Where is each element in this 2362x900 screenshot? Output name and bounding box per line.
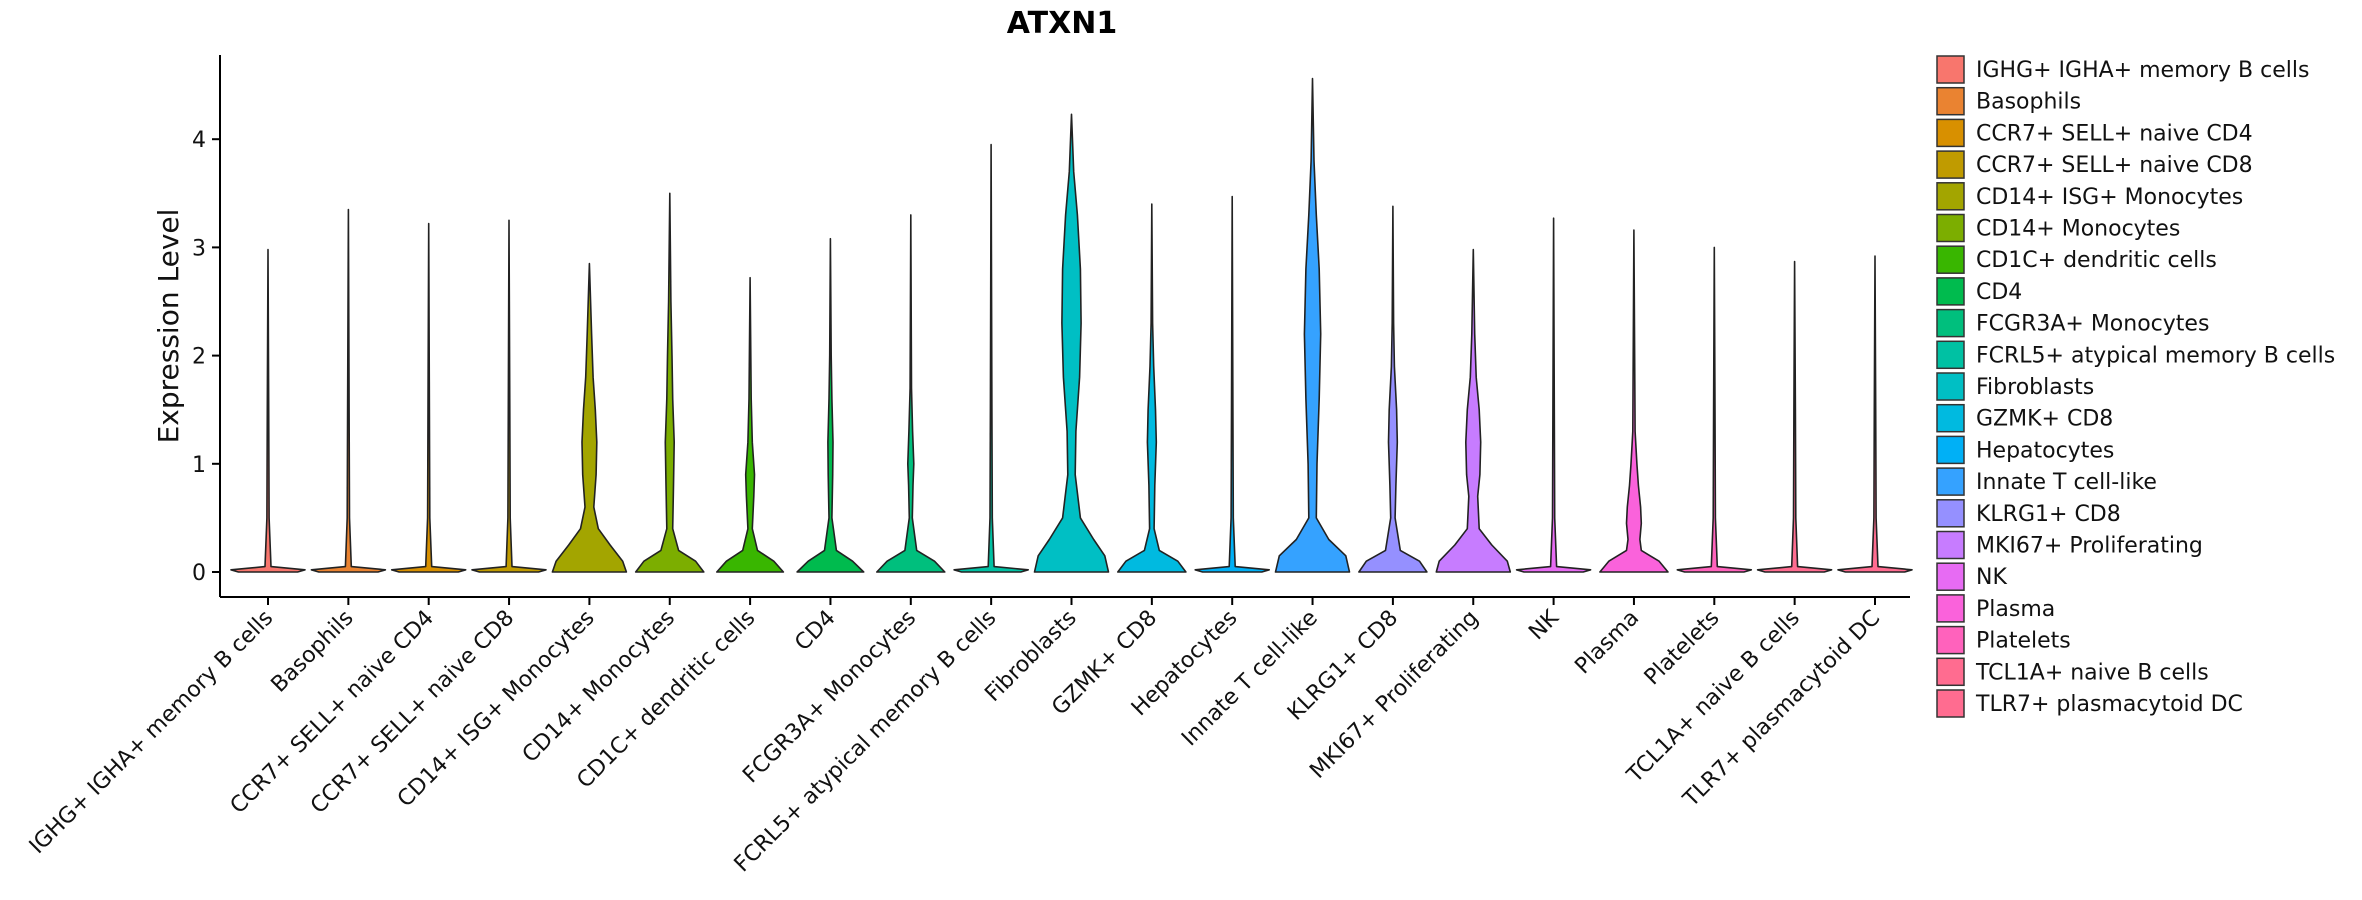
legend-label: Innate T cell-like: [1976, 470, 2157, 495]
legend-swatch: [1936, 435, 1965, 465]
legend-label: GZMK+ CD8: [1976, 407, 2113, 432]
legend-label: IGHG+ IGHA+ memory B cells: [1976, 58, 2309, 83]
legend-label: KLRG1+ CD8: [1976, 502, 2121, 527]
legend-swatch: [1936, 308, 1965, 338]
x-tick-label: CD4: [790, 606, 840, 656]
legend-swatch: [1936, 403, 1965, 433]
x-tick-label: Platelets: [1640, 606, 1725, 691]
y-tick-label: 2: [192, 345, 206, 370]
legend-swatch: [1936, 118, 1965, 148]
legend-swatch: [1936, 213, 1965, 243]
legend-swatch: [1936, 625, 1965, 655]
legend: IGHG+ IGHA+ memory B cells Basophils CCR7+…: [1936, 55, 2335, 718]
violin-7: [796, 237, 865, 573]
y-tick-label: 1: [192, 453, 206, 478]
legend-label: CCR7+ SELL+ naive CD8: [1976, 153, 2253, 178]
legend-label: Hepatocytes: [1976, 438, 2114, 463]
x-tick-label: Plasma: [1570, 606, 1644, 680]
violin-6: [716, 276, 785, 573]
legend-swatch: [1936, 150, 1965, 179]
violin-5: [634, 192, 705, 573]
x-tick-label: MKI67+ Proliferating: [1305, 606, 1483, 784]
violin-12: [1194, 195, 1270, 573]
legend-swatch: [1936, 340, 1965, 370]
violin-8: [876, 214, 946, 573]
violin-0: [230, 248, 306, 573]
x-tick-label: NK: [1524, 605, 1564, 645]
violin-10: [1033, 113, 1110, 573]
violin-2: [390, 222, 467, 573]
legend-label: Platelets: [1976, 629, 2071, 654]
legend-label: CD1C+ dendritic cells: [1976, 248, 2217, 273]
legend-label: FCGR3A+ Monocytes: [1976, 312, 2209, 337]
legend-swatch: [1936, 182, 1965, 211]
legend-label: CD14+ Monocytes: [1976, 217, 2180, 242]
legend-swatch: [1936, 499, 1965, 528]
violin-18: [1676, 246, 1753, 573]
legend-label: CD14+ ISG+ Monocytes: [1976, 185, 2243, 210]
y-tick-label: 4: [192, 128, 206, 153]
y-ticks: 0 1 2 3 4: [192, 128, 220, 586]
legend-label: Plasma: [1976, 597, 2055, 622]
legend-swatch: [1936, 689, 1965, 718]
violin-1: [310, 208, 387, 573]
legend-label: MKI67+ Proliferating: [1976, 534, 2203, 559]
legend-swatch: [1936, 594, 1965, 623]
violin-4: [551, 262, 628, 573]
violin-17: [1599, 229, 1669, 573]
violin-15: [1435, 248, 1512, 573]
legend-swatch: [1936, 372, 1965, 401]
violin-14: [1358, 205, 1428, 573]
legend-label: TLR7+ plasmacytoid DC: [1975, 692, 2243, 717]
y-axis-label: Expression Level: [152, 209, 185, 444]
x-tick-label: CD14+ Monocytes: [518, 606, 680, 768]
legend-label: TCL1A+ naive B cells: [1975, 660, 2209, 685]
x-tick-label: Innate T cell-like: [1177, 606, 1323, 752]
legend-swatch: [1936, 277, 1965, 306]
legend-label: NK: [1976, 565, 2007, 590]
violin-9: [953, 143, 1029, 573]
legend-swatch: [1936, 530, 1965, 560]
legend-swatch: [1936, 562, 1965, 591]
violin-19: [1756, 260, 1833, 573]
violin-16: [1515, 217, 1592, 573]
legend-label: Basophils: [1976, 90, 2081, 115]
legend-label: CCR7+ SELL+ naive CD4: [1976, 121, 2253, 146]
violin-20: [1837, 255, 1913, 573]
y-tick-label: 3: [192, 236, 206, 261]
chart-title: ATXN1: [1007, 6, 1117, 41]
legend-swatch: [1936, 467, 1965, 496]
legend-label: FCRL5+ atypical memory B cells: [1976, 343, 2335, 368]
legend-label: CD4: [1976, 280, 2022, 305]
violin-11: [1117, 203, 1187, 573]
legend-swatch: [1936, 245, 1965, 274]
legend-label: Fibroblasts: [1976, 375, 2094, 400]
legend-swatch: [1936, 657, 1965, 687]
violins: [230, 77, 1913, 573]
legend-swatch: [1936, 86, 1965, 116]
legend-swatch: [1936, 55, 1965, 84]
y-tick-label: 0: [192, 561, 206, 586]
x-tick-label: IGHG+ IGHA+ memory B cells: [25, 606, 278, 859]
axes: [219, 55, 1910, 598]
violin-13: [1274, 77, 1351, 573]
violin-3: [471, 219, 547, 573]
x-ticks: IGHG+ IGHA+ memory B cellsBasophilsCCR7+…: [25, 597, 1885, 877]
